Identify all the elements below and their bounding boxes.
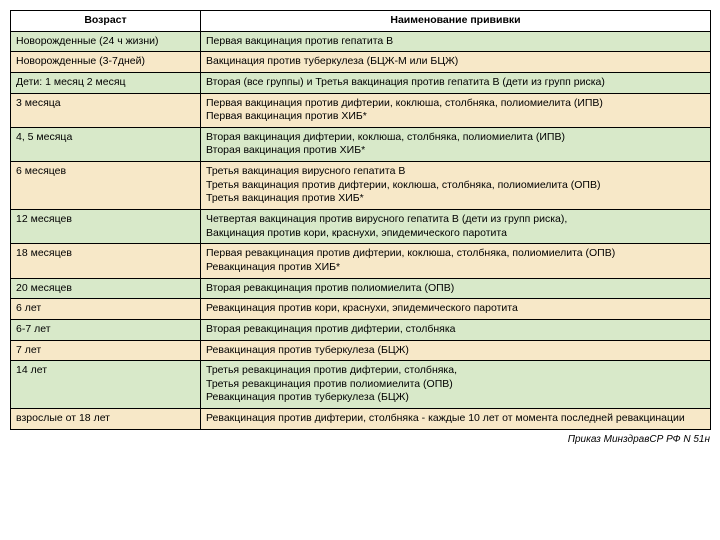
cell-name: Вакцинация против туберкулеза (БЦЖ-М или… (201, 52, 711, 73)
cell-age: Дети: 1 месяц 2 месяц (11, 72, 201, 93)
cell-age: взрослые от 18 лет (11, 409, 201, 430)
table-row: 20 месяцевВторая ревакцинация против пол… (11, 278, 711, 299)
vaccination-schedule-table: Возраст Наименование прививки Новорожден… (10, 10, 711, 430)
table-row: 14 летТретья ревакцинация против дифтери… (11, 361, 711, 409)
cell-name: Первая ревакцинация против дифтерии, кок… (201, 244, 711, 278)
header-name: Наименование прививки (201, 11, 711, 32)
cell-age: 6 месяцев (11, 162, 201, 210)
cell-age: 3 месяца (11, 93, 201, 127)
footer-note: Приказ МинздравСР РФ N 51н (10, 434, 710, 445)
cell-age: 7 лет (11, 340, 201, 361)
cell-age: 12 месяцев (11, 210, 201, 244)
header-age: Возраст (11, 11, 201, 32)
cell-name: Третья вакцинация вирусного гепатита ВТр… (201, 162, 711, 210)
table-row: взрослые от 18 летРевакцинация против ди… (11, 409, 711, 430)
cell-name: Ревакцинация против туберкулеза (БЦЖ) (201, 340, 711, 361)
table-row: 6 летРевакцинация против кори, краснухи,… (11, 299, 711, 320)
cell-name: Ревакцинация против кори, краснухи, эпид… (201, 299, 711, 320)
cell-age: Новорожденные (24 ч жизни) (11, 31, 201, 52)
table-header-row: Возраст Наименование прививки (11, 11, 711, 32)
table-row: 7 летРевакцинация против туберкулеза (БЦ… (11, 340, 711, 361)
cell-age: 6 лет (11, 299, 201, 320)
cell-age: 20 месяцев (11, 278, 201, 299)
table-row: 12 месяцевЧетвертая вакцинация против ви… (11, 210, 711, 244)
table-row: 6-7 летВторая ревакцинация против дифтер… (11, 319, 711, 340)
cell-age: Новорожденные (3-7дней) (11, 52, 201, 73)
cell-age: 4, 5 месяца (11, 127, 201, 161)
cell-name: Первая вакцинация против дифтерии, коклю… (201, 93, 711, 127)
cell-name: Третья ревакцинация против дифтерии, сто… (201, 361, 711, 409)
cell-name: Вторая ревакцинация против дифтерии, сто… (201, 319, 711, 340)
cell-name: Вторая ревакцинация против полиомиелита … (201, 278, 711, 299)
cell-age: 14 лет (11, 361, 201, 409)
table-row: 3 месяцаПервая вакцинация против дифтери… (11, 93, 711, 127)
table-row: Новорожденные (24 ч жизни)Первая вакцина… (11, 31, 711, 52)
cell-name: Вторая (все группы) и Третья вакцинация … (201, 72, 711, 93)
table-row: 6 месяцевТретья вакцинация вирусного геп… (11, 162, 711, 210)
table-row: 18 месяцевПервая ревакцинация против диф… (11, 244, 711, 278)
cell-age: 6-7 лет (11, 319, 201, 340)
cell-name: Первая вакцинация против гепатита В (201, 31, 711, 52)
table-row: Дети: 1 месяц 2 месяцВторая (все группы)… (11, 72, 711, 93)
table-row: Новорожденные (3-7дней)Вакцинация против… (11, 52, 711, 73)
cell-age: 18 месяцев (11, 244, 201, 278)
cell-name: Четвертая вакцинация против вирусного ге… (201, 210, 711, 244)
cell-name: Ревакцинация против дифтерии, столбняка … (201, 409, 711, 430)
table-row: 4, 5 месяцаВторая вакцинация дифтерии, к… (11, 127, 711, 161)
cell-name: Вторая вакцинация дифтерии, коклюша, сто… (201, 127, 711, 161)
